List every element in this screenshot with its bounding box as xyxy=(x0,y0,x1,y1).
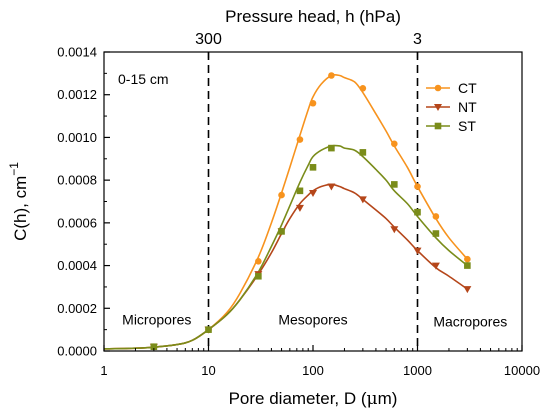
point-nt xyxy=(431,262,440,270)
top-axis-title: Pressure head, h (hPa) xyxy=(225,7,401,26)
point-ct xyxy=(309,99,317,107)
point-ct xyxy=(278,191,285,199)
y-tick-label: 0.0002 xyxy=(57,301,97,316)
point-ct xyxy=(432,213,440,220)
point-ct xyxy=(296,136,304,143)
region-label: Macropores xyxy=(433,313,507,329)
x-axis-title-prefix: Pore diameter, D ( xyxy=(229,389,367,408)
point-st xyxy=(296,187,304,195)
curve-st xyxy=(103,144,468,350)
x-tick-label: 1000 xyxy=(403,363,432,378)
labels-layer: 1 10 100 1000 10000 0.0000 0.0002 0.0004 0.0006 0… xyxy=(57,31,540,378)
point-st xyxy=(359,149,367,156)
y-tick-label: 0.0014 xyxy=(57,45,97,60)
y-axis-title-main: C(h), cm xyxy=(11,176,30,241)
x-tick-label: 10 xyxy=(201,363,215,378)
x-axis-title-mu: μ xyxy=(367,389,378,409)
curves-layer xyxy=(103,73,468,350)
depth-label: 0-15 cm xyxy=(118,71,169,87)
point-ct xyxy=(255,258,262,265)
y-tick-label: 0.0008 xyxy=(57,173,97,188)
point-st xyxy=(255,272,262,280)
region-label: Micropores xyxy=(122,311,191,327)
point-nt xyxy=(390,226,399,234)
point-nt xyxy=(309,189,317,197)
point-st xyxy=(464,262,471,269)
point-st xyxy=(391,181,398,188)
x-tick-label: 10000 xyxy=(504,363,540,378)
markers-layer xyxy=(149,72,472,351)
point-ct xyxy=(359,85,367,92)
x-axis-title-suffix: m) xyxy=(378,389,398,408)
point-st xyxy=(328,144,335,152)
x-tick-label: 1 xyxy=(100,363,107,378)
ticks-layer xyxy=(103,51,523,352)
legend-marker-nt xyxy=(434,104,442,111)
legend-label-ct: CT xyxy=(458,80,477,96)
vertical-lines-layer xyxy=(207,52,419,351)
top-tick-label: 3 xyxy=(413,31,422,48)
point-st xyxy=(414,208,421,216)
point-ct xyxy=(391,140,398,148)
y-tick-label: 0.0004 xyxy=(57,258,97,273)
point-st xyxy=(150,343,158,351)
point-ct xyxy=(464,255,471,263)
x-axis-title: Pore diameter, D (μm) xyxy=(229,389,398,409)
point-st xyxy=(309,164,317,171)
y-tick-label: 0.0000 xyxy=(57,344,97,359)
point-ct xyxy=(328,72,335,79)
point-nt xyxy=(413,247,422,255)
y-axis-title-sup: −1 xyxy=(7,162,21,176)
point-nt xyxy=(358,196,367,204)
y-axis-title: C(h), cm−1 xyxy=(7,162,30,241)
point-ct xyxy=(414,183,421,190)
legend-label-st: ST xyxy=(458,118,476,134)
legend-label-nt: NT xyxy=(458,99,477,115)
y-tick-label: 0.0012 xyxy=(57,87,97,102)
legend: CT NT ST xyxy=(426,80,477,134)
y-tick-label: 0.0010 xyxy=(57,130,97,145)
point-st xyxy=(278,228,285,235)
point-st xyxy=(205,326,212,333)
point-nt xyxy=(463,286,472,294)
top-tick-label: 300 xyxy=(195,31,222,48)
point-nt xyxy=(327,183,336,191)
y-tick-label: 0.0006 xyxy=(57,215,97,230)
legend-marker-st xyxy=(434,122,442,130)
x-tick-label: 100 xyxy=(302,363,324,378)
legend-marker-ct xyxy=(434,84,442,92)
point-nt xyxy=(295,204,304,212)
region-label: Mesopores xyxy=(278,311,347,327)
point-st xyxy=(432,230,440,237)
